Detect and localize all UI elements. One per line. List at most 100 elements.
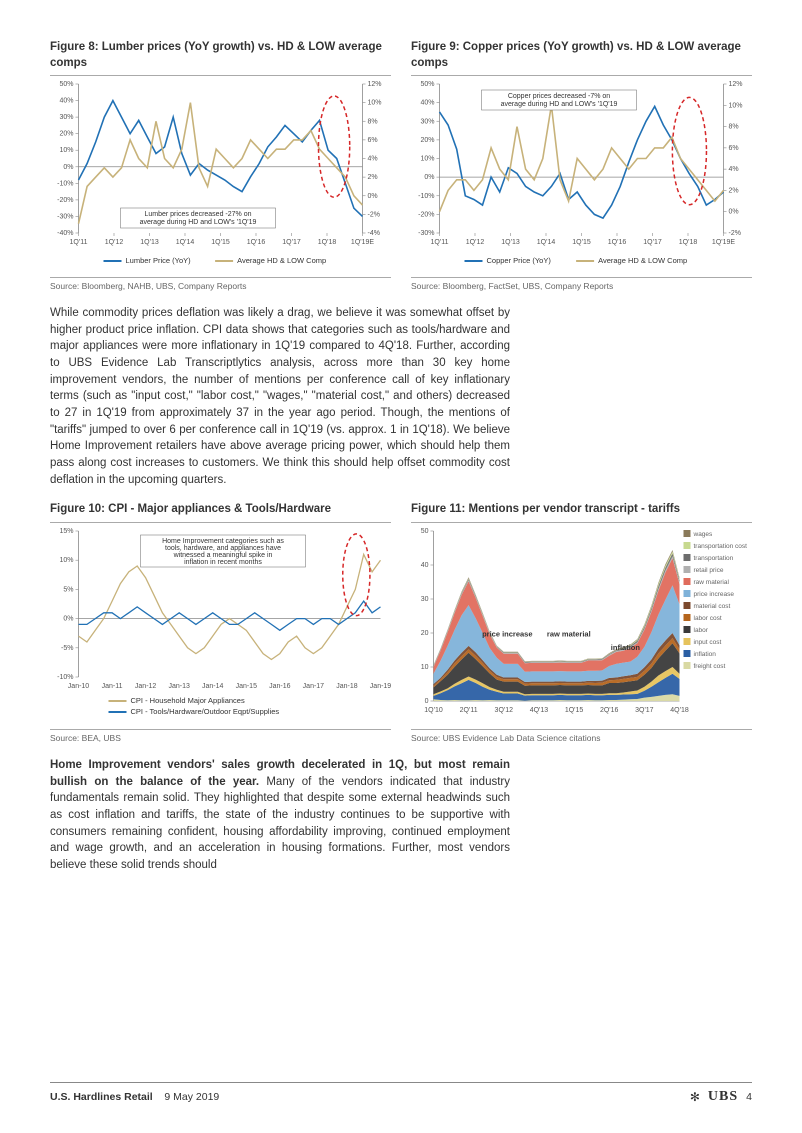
svg-text:1Q'14: 1Q'14	[176, 239, 195, 246]
svg-text:Home Improvement categories su: Home Improvement categories such as	[162, 538, 284, 545]
svg-text:40%: 40%	[59, 98, 73, 105]
svg-text:0%: 0%	[368, 193, 378, 200]
svg-text:1Q'11: 1Q'11	[431, 239, 449, 246]
svg-text:1Q'15: 1Q'15	[211, 239, 230, 246]
figure-11-chart: 010203040501Q'102Q'113Q'124Q'131Q'152Q'1…	[411, 522, 752, 730]
ubs-keys-icon: ✻	[690, 1090, 700, 1104]
svg-text:20%: 20%	[420, 137, 434, 144]
body-paragraph-2-rest: Many of the vendors indicated that indus…	[50, 776, 510, 871]
figure-10: Figure 10: CPI - Major appliances & Tool…	[50, 502, 391, 743]
svg-text:10: 10	[421, 664, 429, 671]
svg-text:2Q'16: 2Q'16	[600, 707, 619, 714]
svg-text:0%: 0%	[424, 174, 434, 181]
svg-text:1Q'17: 1Q'17	[282, 239, 301, 246]
svg-text:8%: 8%	[729, 124, 739, 131]
svg-text:Average HD & LOW Comp: Average HD & LOW Comp	[237, 256, 326, 265]
svg-text:1Q'19E: 1Q'19E	[712, 239, 735, 246]
svg-text:-10%: -10%	[57, 180, 73, 187]
figure-9-chart: -30%-20%-10%0%10%20%30%40%50%-2%0%2%4%6%…	[411, 75, 752, 278]
svg-text:10%: 10%	[368, 100, 382, 107]
svg-text:0%: 0%	[63, 164, 73, 171]
figure-10-source: Source: BEA, UBS	[50, 733, 391, 743]
svg-text:Jan-19: Jan-19	[370, 683, 391, 690]
svg-text:1Q'16: 1Q'16	[247, 239, 266, 246]
svg-text:1Q'10: 1Q'10	[424, 707, 443, 714]
svg-text:50%: 50%	[420, 81, 434, 88]
svg-text:50%: 50%	[59, 81, 73, 88]
page-number: 4	[746, 1091, 752, 1103]
figure-9-title: Figure 9: Copper prices (YoY growth) vs.…	[411, 40, 752, 71]
svg-text:-20%: -20%	[418, 211, 434, 218]
svg-text:Copper Price (YoY): Copper Price (YoY)	[487, 256, 552, 265]
svg-text:15%: 15%	[59, 528, 73, 535]
svg-text:30: 30	[421, 596, 429, 603]
svg-text:4%: 4%	[729, 166, 739, 173]
page-footer: U.S. Hardlines Retail 9 May 2019 ✻ UBS 4	[50, 1082, 752, 1105]
svg-text:1Q'17: 1Q'17	[643, 239, 662, 246]
svg-text:40%: 40%	[420, 100, 434, 107]
figure-row-2: Figure 10: CPI - Major appliances & Tool…	[50, 502, 752, 743]
svg-text:inflation: inflation	[694, 651, 717, 658]
svg-text:2%: 2%	[368, 174, 378, 181]
svg-text:Lumber prices decreased -27% o: Lumber prices decreased -27% on	[144, 211, 251, 218]
figure-row-1: Figure 8: Lumber prices (YoY growth) vs.…	[50, 40, 752, 291]
svg-text:1Q'12: 1Q'12	[466, 239, 485, 246]
svg-text:-4%: -4%	[368, 230, 380, 237]
svg-text:-30%: -30%	[418, 230, 434, 237]
svg-text:10%: 10%	[420, 156, 434, 163]
svg-text:material cost: material cost	[694, 603, 731, 610]
svg-text:Jan-16: Jan-16	[269, 683, 291, 690]
svg-text:6%: 6%	[729, 145, 739, 152]
svg-text:50: 50	[421, 528, 429, 535]
svg-text:labor: labor	[694, 627, 709, 634]
svg-text:4%: 4%	[368, 156, 378, 163]
svg-text:Jan-17: Jan-17	[303, 683, 325, 690]
svg-text:3Q'17: 3Q'17	[635, 707, 654, 714]
svg-text:retail price: retail price	[694, 567, 724, 574]
svg-text:-20%: -20%	[57, 197, 73, 204]
svg-text:0: 0	[425, 698, 429, 705]
svg-text:Copper prices decreased -7% on: Copper prices decreased -7% on	[508, 93, 610, 100]
svg-text:1Q'13: 1Q'13	[140, 239, 159, 246]
svg-text:-10%: -10%	[57, 674, 73, 681]
footer-left: U.S. Hardlines Retail 9 May 2019	[50, 1091, 219, 1103]
svg-text:4Q'18: 4Q'18	[670, 707, 689, 714]
svg-text:-2%: -2%	[729, 230, 741, 237]
svg-text:10%: 10%	[59, 147, 73, 154]
svg-text:tools, hardware, and appliance: tools, hardware, and appliances have	[165, 545, 281, 552]
svg-text:CPI - Household Major Applianc: CPI - Household Major Appliances	[131, 696, 245, 705]
figure-8: Figure 8: Lumber prices (YoY growth) vs.…	[50, 40, 391, 291]
svg-text:0%: 0%	[729, 209, 739, 216]
svg-text:Average HD & LOW Comp: Average HD & LOW Comp	[598, 256, 687, 265]
svg-text:Jan-15: Jan-15	[236, 683, 258, 690]
svg-text:transportation cost: transportation cost	[694, 543, 748, 550]
svg-text:1Q'13: 1Q'13	[501, 239, 520, 246]
svg-text:Jan-10: Jan-10	[68, 683, 90, 690]
figure-9: Figure 9: Copper prices (YoY growth) vs.…	[411, 40, 752, 291]
svg-text:inflation: inflation	[611, 643, 641, 652]
svg-text:4Q'13: 4Q'13	[530, 707, 549, 714]
svg-text:witnessed a meaningful spike i: witnessed a meaningful spike in	[173, 552, 273, 559]
svg-text:2%: 2%	[729, 187, 739, 194]
svg-text:-40%: -40%	[57, 230, 73, 237]
svg-text:Jan-13: Jan-13	[168, 683, 190, 690]
svg-text:1Q'12: 1Q'12	[105, 239, 124, 246]
svg-text:40: 40	[421, 562, 429, 569]
svg-text:-30%: -30%	[57, 213, 73, 220]
svg-text:price increase: price increase	[694, 591, 735, 598]
svg-text:6%: 6%	[368, 137, 378, 144]
svg-text:Jan-18: Jan-18	[336, 683, 358, 690]
figure-10-chart: -10%-5%0%5%10%15%Jan-10Jan-11Jan-12Jan-1…	[50, 522, 391, 730]
svg-text:price increase: price increase	[482, 629, 532, 638]
svg-text:1Q'19E: 1Q'19E	[351, 239, 374, 246]
footer-date: 9 May 2019	[164, 1091, 219, 1103]
svg-text:1Q'15: 1Q'15	[565, 707, 584, 714]
svg-text:1Q'18: 1Q'18	[318, 239, 337, 246]
svg-text:30%: 30%	[59, 114, 73, 121]
svg-text:wages: wages	[693, 531, 714, 538]
svg-text:1Q'18: 1Q'18	[679, 239, 698, 246]
footer-title: U.S. Hardlines Retail	[50, 1091, 153, 1103]
svg-text:transportation: transportation	[694, 555, 734, 562]
figure-9-source: Source: Bloomberg, FactSet, UBS, Company…	[411, 281, 752, 291]
svg-text:-2%: -2%	[368, 211, 380, 218]
